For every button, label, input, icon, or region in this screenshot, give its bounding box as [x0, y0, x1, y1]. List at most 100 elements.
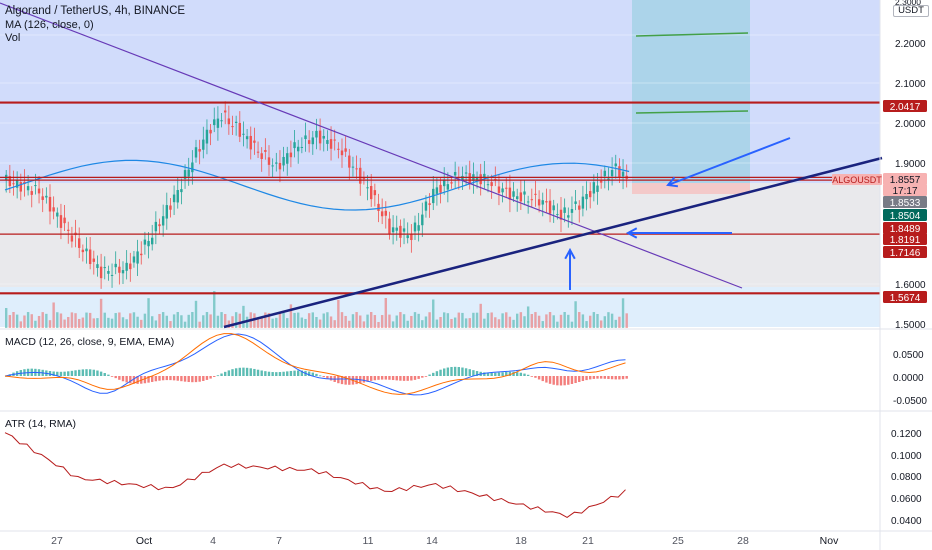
volume-bar: [391, 321, 395, 328]
candle-body: [599, 180, 603, 183]
long-position-target-box: [632, 0, 750, 183]
macd-histogram-bar: [464, 368, 468, 376]
candle-body: [395, 227, 398, 231]
volume-bar: [410, 315, 413, 328]
volume-bar: [23, 315, 26, 328]
price-tag: 1.8533: [890, 198, 921, 209]
macd-histogram-bar: [377, 376, 380, 380]
candle-body: [359, 167, 362, 184]
macd-histogram-bar: [271, 372, 274, 376]
candle-body: [143, 239, 147, 245]
volume-bar: [107, 317, 110, 328]
candle-body: [15, 179, 19, 188]
candle-body: [384, 210, 387, 216]
volume-bar: [348, 320, 351, 328]
candle-body: [293, 142, 296, 149]
ascending-trendline: [223, 156, 883, 329]
macd-histogram-bar: [486, 372, 490, 376]
macd-histogram-bar: [428, 374, 431, 376]
candle-body: [318, 130, 322, 144]
candle-body: [78, 238, 81, 248]
macd-histogram-bar: [56, 371, 59, 376]
candle-body: [202, 139, 205, 150]
volume-bar: [340, 312, 344, 328]
macd-histogram-bar: [48, 371, 52, 376]
macd-histogram-bar: [289, 370, 293, 376]
volume-bar: [307, 313, 311, 328]
macd-histogram-bar: [278, 372, 282, 376]
candle-body: [161, 216, 165, 226]
volume-bar: [180, 315, 183, 328]
macd-histogram-bar: [110, 376, 114, 377]
macd-histogram-bar: [311, 372, 314, 376]
volume-bar: [110, 318, 114, 328]
candle-body: [501, 188, 504, 193]
volume-bar: [370, 312, 373, 328]
macd-histogram-bar: [318, 375, 322, 377]
volume-bar: [256, 319, 260, 328]
time-axis-label: Nov: [820, 535, 839, 547]
macd-histogram-bar: [191, 376, 194, 383]
candle-body: [315, 130, 318, 138]
candle-body: [191, 162, 194, 173]
volume-bar: [439, 316, 442, 328]
volume-bar: [559, 314, 563, 328]
candle-body: [366, 187, 369, 189]
volume-bar: [59, 313, 63, 328]
volume-bar: [505, 312, 508, 328]
candle-body: [30, 191, 33, 195]
candle-body: [475, 177, 479, 181]
candle-body: [256, 151, 260, 153]
candle-body: [570, 209, 574, 213]
macd-histogram-bar: [300, 370, 304, 376]
volume-bar: [34, 320, 37, 328]
volume-bar: [132, 312, 136, 328]
candle-body: [238, 122, 241, 137]
atr-axis-label: 0.1200: [891, 429, 922, 440]
candle-body: [282, 156, 285, 166]
volume-bar: [161, 312, 165, 328]
macd-histogram-bar: [118, 376, 121, 380]
volume-bar: [311, 312, 314, 328]
volume-bar: [224, 314, 227, 328]
arrow-to-breakout-head: [666, 176, 679, 188]
macd-histogram-bar: [198, 376, 201, 382]
volume-bar: [322, 313, 325, 328]
chart-title: Algorand / TetherUS, 4h, BINANCE: [5, 5, 186, 17]
volume-bar: [490, 312, 493, 328]
candle-body: [48, 196, 52, 212]
candle-body: [242, 133, 245, 135]
volume-bar: [501, 313, 504, 328]
candle-body: [618, 166, 621, 178]
price-tag-bg: [883, 209, 927, 221]
volume-bar: [570, 321, 574, 328]
candle-body: [289, 152, 293, 158]
macd-histogram-bar: [596, 376, 599, 379]
volume-bar: [121, 317, 125, 328]
candle-body: [271, 165, 274, 167]
candle-body: [424, 201, 428, 211]
volume-bar: [238, 313, 241, 328]
volume-bar: [8, 315, 12, 328]
volume-bar: [118, 312, 121, 328]
time-axis-label: 18: [515, 535, 527, 547]
candle-body: [172, 194, 176, 203]
volume-bar: [183, 321, 187, 328]
candle-body: [85, 248, 88, 252]
symbol-tag-bg: [832, 174, 882, 185]
candle-body: [169, 205, 172, 210]
candle-body: [567, 215, 570, 218]
macd-histogram-bar: [362, 376, 366, 383]
candle-body: [81, 249, 85, 253]
atr-axis-label: 0.0400: [891, 516, 922, 527]
candle-body: [545, 201, 548, 203]
price-tag: 1.8557: [890, 175, 921, 186]
atr-axis-label: 0.1000: [891, 451, 922, 462]
ma-126-line: [4, 159, 630, 211]
volume-bar: [114, 313, 117, 328]
volume-bar: [351, 314, 355, 328]
volume-bar: [417, 313, 420, 328]
volume-bar: [318, 319, 322, 328]
candle-body: [234, 121, 238, 123]
